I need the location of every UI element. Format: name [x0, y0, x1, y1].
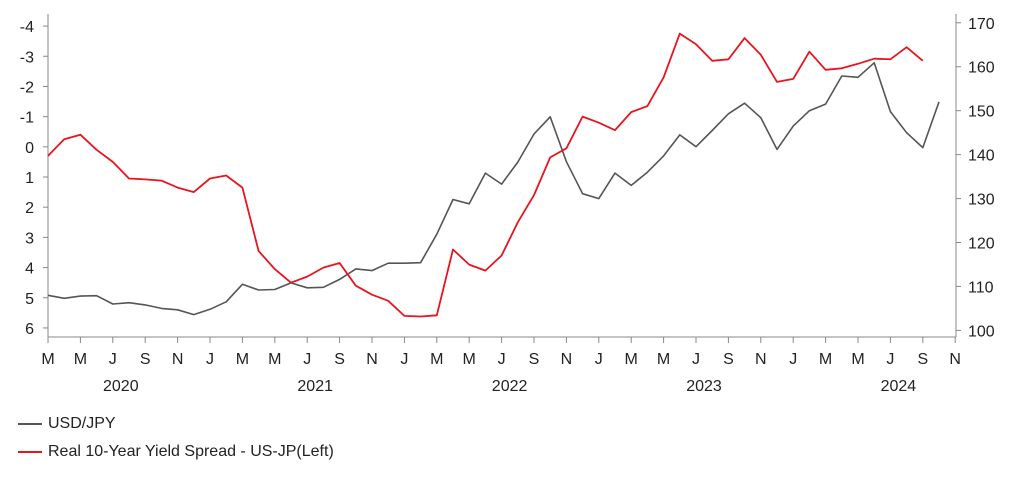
x-tick-label: J	[206, 351, 214, 368]
x-tick-label: N	[172, 351, 184, 368]
x-tick-label: J	[692, 351, 700, 368]
x-tick-label: J	[400, 351, 408, 368]
right-tick-label: 120	[968, 236, 995, 253]
x-tick-label: S	[917, 351, 928, 368]
legend-label-yield-spread: Real 10-Year Yield Spread - US-JP(Left)	[48, 443, 334, 460]
series-line-yield-spread	[47, 32, 924, 318]
x-tick-label: M	[41, 351, 54, 368]
x-tick-label: J	[109, 351, 117, 368]
legend-swatch-usdjpy	[18, 423, 42, 425]
left-tick-label: 5	[25, 291, 34, 308]
right-tick-label: 140	[968, 148, 995, 165]
x-tick-label: N	[949, 351, 961, 368]
left-tick-label: 4	[25, 261, 34, 278]
x-tick-label: S	[334, 351, 345, 368]
right-axis: 100 110 120 130 140 150 160 170	[956, 16, 995, 340]
x-axis: M M J S N J M M J S N J M M J S N J M M J S N J M M J S N 2020 2021 202…	[41, 337, 961, 395]
x-year-label: 2021	[297, 378, 333, 395]
x-tick-label: M	[625, 351, 638, 368]
x-tick-label: S	[723, 351, 734, 368]
x-tick-label: J	[303, 351, 311, 368]
x-tick-label: M	[268, 351, 281, 368]
x-tick-label: M	[851, 351, 864, 368]
right-tick-label: 170	[968, 16, 995, 33]
legend-label-usdjpy: USD/JPY	[48, 415, 116, 432]
x-tick-label: M	[819, 351, 832, 368]
left-tick-label: 2	[25, 200, 34, 217]
x-year-label: 2020	[103, 378, 139, 395]
right-tick-label: 130	[968, 192, 995, 209]
x-tick-label: N	[755, 351, 767, 368]
x-year-label: 2022	[492, 378, 528, 395]
x-tick-label: M	[74, 351, 87, 368]
left-tick-label: -4	[20, 19, 34, 36]
x-tick-label: J	[498, 351, 506, 368]
left-axis: -4 -3 -2 -1 0 1 2 3 4 5 6	[20, 19, 48, 338]
x-tick-label: N	[561, 351, 573, 368]
left-tick-label: -1	[20, 110, 34, 127]
x-tick-label: M	[236, 351, 249, 368]
left-tick-label: 3	[25, 230, 34, 247]
x-tick-label: J	[789, 351, 797, 368]
legend-item-yield-spread: Real 10-Year Yield Spread - US-JP(Left)	[18, 438, 334, 466]
x-tick-label: M	[463, 351, 476, 368]
legend-swatch-yield-spread	[18, 451, 42, 453]
legend-item-usdjpy: USD/JPY	[18, 410, 334, 438]
left-tick-label: 1	[25, 170, 34, 187]
right-tick-label: 100	[968, 323, 995, 340]
right-tick-label: 150	[968, 104, 995, 121]
left-tick-label: 6	[25, 321, 34, 338]
left-tick-label: 0	[25, 140, 34, 157]
right-tick-label: 110	[968, 279, 994, 296]
x-year-label: 2023	[686, 378, 722, 395]
series-line-usdjpy	[47, 61, 940, 316]
x-tick-label: S	[140, 351, 151, 368]
left-tick-label: -2	[20, 79, 34, 96]
x-tick-label: J	[886, 351, 894, 368]
legend: USD/JPY Real 10-Year Yield Spread - US-J…	[18, 410, 334, 466]
x-tick-label: S	[529, 351, 540, 368]
x-year-label: 2024	[881, 378, 917, 395]
x-tick-label: M	[430, 351, 443, 368]
series-lines	[47, 32, 940, 318]
x-tick-label: J	[595, 351, 603, 368]
right-tick-label: 160	[968, 60, 995, 77]
x-tick-label: M	[657, 351, 670, 368]
left-tick-label: -3	[20, 49, 34, 66]
x-tick-label: N	[366, 351, 378, 368]
